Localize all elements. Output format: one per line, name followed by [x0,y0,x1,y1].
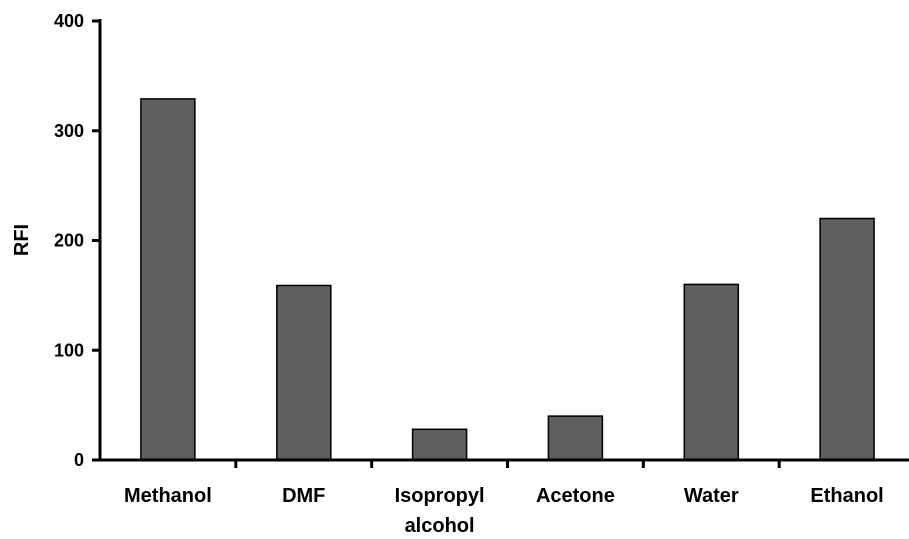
axes-group [98,19,909,468]
y-tick-label-3: 300 [54,121,84,141]
y-ticks-group: 0 100 200 300 400 [54,11,100,470]
x-categories-group: Methanol DMF Isopropyl alcohol Acetone Water E… [124,485,884,537]
bar-3 [547,415,604,461]
y-axis-title: RFI [11,224,33,256]
bars-group [140,98,875,461]
bar-2 [411,428,468,461]
x-category-label-1: DMF [282,485,325,507]
y-tick-label-1: 100 [54,340,84,360]
x-category-label-2: Isopropyl alcohol [395,485,485,537]
bar-4 [683,283,740,461]
x-category-label-4: Water [684,485,739,507]
x-category-label-3: Acetone [536,485,615,507]
x-category-label-5: Ethanol [810,485,883,507]
x-category-label-0: Methanol [124,485,212,507]
y-tick-label-2: 200 [54,231,84,251]
bar-0 [140,98,196,461]
y-tick-label-0: 0 [74,450,84,470]
y-tick-label-4: 400 [54,11,84,31]
bar-5 [819,217,875,461]
bar-1 [276,284,332,461]
